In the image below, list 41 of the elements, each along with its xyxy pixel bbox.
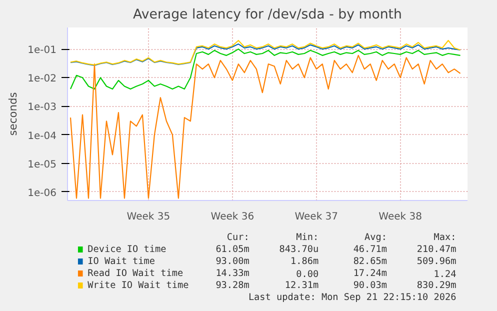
- y-axis-title: seconds: [6, 92, 20, 136]
- y-tick-label: 1e-04: [28, 130, 57, 142]
- text: Max:: [434, 232, 456, 243]
- legend-label: Read IO Wait time: [88, 268, 184, 279]
- x-tick-label: Week 36: [210, 212, 254, 222]
- text: 90.03m: [353, 280, 388, 291]
- x-tick-label: Week 38: [378, 212, 422, 222]
- line-series: [70, 40, 461, 66]
- line-series: [70, 54, 461, 199]
- text: 61.05m: [216, 244, 250, 255]
- text: 12.31m: [284, 280, 319, 291]
- text: 14.33m: [216, 268, 250, 279]
- legend-label: IO Wait time: [88, 256, 156, 267]
- y-tick-label: 1e-01: [28, 45, 57, 56]
- y-tick-label: 1e-03: [28, 102, 57, 114]
- text: 93.00m: [216, 256, 250, 267]
- x-tick-label: Week 37: [294, 212, 338, 222]
- text: Min:: [296, 232, 319, 243]
- text: Cur:: [226, 232, 250, 243]
- text: 509.96m: [416, 256, 457, 267]
- text: 82.65m: [353, 256, 388, 267]
- text: Last update: Mon Sep 21 22:15:10 2026: [248, 292, 457, 303]
- text: 0.00: [296, 269, 319, 280]
- y-tick-label: 1e-02: [28, 74, 57, 85]
- x-tick-label: Week 35: [126, 212, 170, 222]
- y-tick-label: 1e-06: [28, 188, 57, 199]
- text: 17.24m: [353, 268, 388, 279]
- line-series: [70, 48, 461, 90]
- line-series: [70, 44, 461, 66]
- chart-title: Average latency for /dev/sda - by month: [133, 8, 402, 22]
- text: 1.24: [434, 269, 457, 280]
- y-tick-label: 1e-05: [28, 159, 57, 170]
- text: 93.28m: [216, 280, 250, 291]
- text: 210.47m: [416, 244, 457, 255]
- legend-label: Write IO Wait time: [88, 280, 190, 291]
- legend-label: Device IO time: [88, 244, 167, 255]
- text: 843.70u: [279, 244, 319, 255]
- text: 1.86m: [290, 256, 319, 267]
- text: 830.29m: [416, 280, 457, 291]
- text: 46.71m: [353, 244, 388, 255]
- text: Avg:: [364, 232, 388, 243]
